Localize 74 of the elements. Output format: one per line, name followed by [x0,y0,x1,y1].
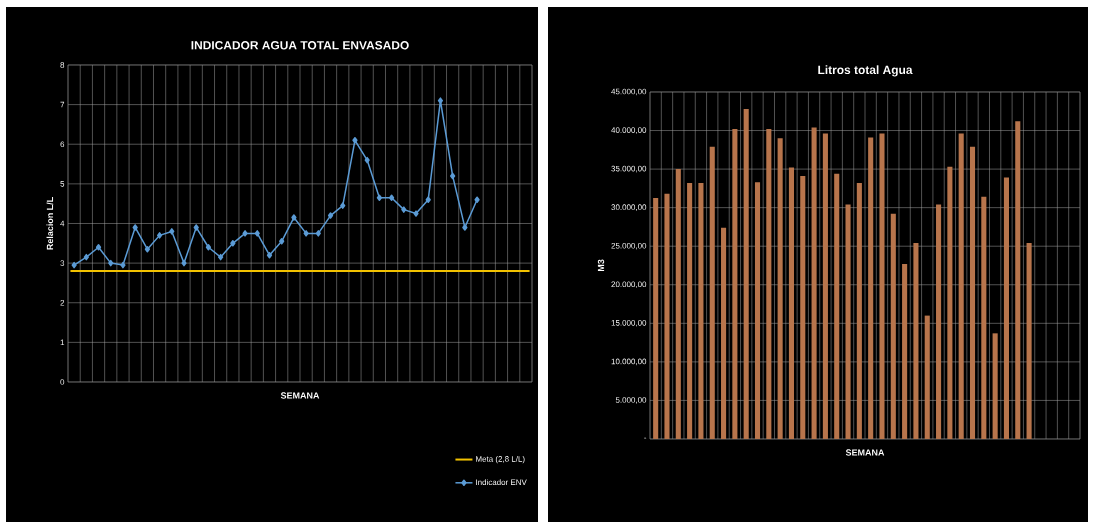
point [193,224,199,231]
bar [936,204,942,439]
point [327,212,334,219]
bar [732,129,738,439]
point [462,224,468,231]
point [71,261,77,269]
bar [687,182,693,439]
chart-title: Litros total Agua [818,65,913,77]
bar [675,169,681,439]
point [242,230,248,237]
bar [879,133,885,439]
point [205,244,212,251]
bar [913,243,919,439]
bar [1003,177,1009,439]
bar [800,176,806,439]
point [132,224,138,231]
bar [992,333,998,439]
bar [947,166,953,439]
bar [788,167,794,439]
point [95,244,102,251]
bar [766,129,772,439]
point [413,210,419,217]
point [156,232,163,239]
point [108,259,114,267]
bar [1026,243,1032,439]
point [266,251,273,259]
point [388,194,395,201]
bar [811,127,817,439]
bar [902,263,908,439]
point [181,259,187,267]
point [401,206,407,213]
point [218,253,224,261]
point [340,202,346,209]
bar [754,182,761,439]
point [425,196,431,203]
bar [924,315,930,439]
point [352,137,358,144]
point [303,230,309,237]
bar [845,204,851,439]
x-axis-title: SEMANA [845,449,885,456]
x-axis-title: SEMANA [280,392,320,399]
point [254,230,260,237]
point [376,194,383,201]
bar [721,227,727,439]
bar [958,133,964,439]
point [230,240,236,247]
point [364,156,370,164]
y-axis-title: Relacion L/L [46,197,54,250]
bar [709,146,715,439]
bar [743,108,749,439]
point [474,196,480,203]
bar [969,146,976,439]
point [315,230,321,237]
bar [777,138,783,439]
bar [834,173,840,439]
point [279,238,285,245]
chart-title: INDICADOR AGUA TOTAL ENVASADO [191,41,409,50]
point [169,228,175,235]
point [120,261,126,269]
bar [890,213,896,439]
bar [981,196,987,439]
point [144,245,151,253]
point [291,214,297,221]
point [83,253,89,261]
bar [822,133,828,439]
bar [856,182,862,439]
bar [653,198,659,439]
point [450,172,456,180]
y-axis-title: M3 [597,259,605,272]
bar [868,137,874,439]
point [437,97,444,104]
bar [664,193,670,439]
bar [1015,121,1021,439]
bar [698,182,704,439]
